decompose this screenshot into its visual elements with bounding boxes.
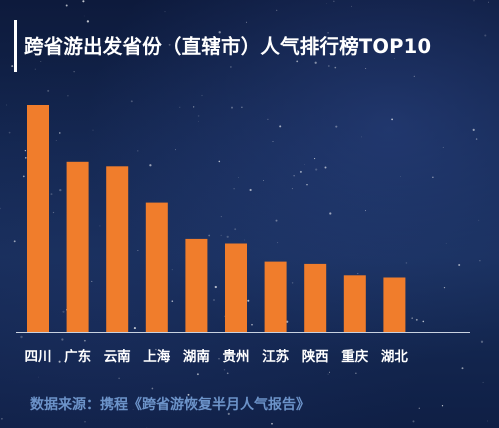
bars-group (27, 105, 406, 333)
bar-6 (225, 243, 247, 332)
x-tick-label-4: 上海 (143, 348, 170, 365)
data-source-note: 数据来源：携程《跨省游恢复半月人气报告》 (30, 397, 310, 413)
x-tick-label-7: 江苏 (262, 348, 289, 365)
bar-10 (383, 277, 406, 332)
title-accent-bar (14, 20, 17, 72)
bar-7 (264, 261, 287, 332)
x-tick-label-9: 重庆 (341, 348, 368, 365)
x-tick-labels: 四川 广东 云南 上海 湖南 贵州 江苏 陕西 重庆 湖北 (25, 348, 409, 365)
bar-5 (185, 238, 208, 332)
x-tick-label-1: 四川 (25, 349, 52, 365)
bar-3 (106, 166, 129, 332)
x-tick-label-2: 广东 (64, 348, 91, 365)
x-tick-label-8: 陕西 (302, 348, 329, 365)
x-tick-label-3: 云南 (104, 348, 131, 365)
chart-title: 跨省游出发省份（直辖市）人气排行榜TOP10 (24, 35, 432, 58)
x-tick-label-10: 湖北 (381, 349, 408, 365)
bar-8 (304, 263, 327, 332)
bar-2 (66, 161, 89, 333)
bar-1 (27, 105, 49, 332)
x-tick-label-5: 湖南 (183, 348, 210, 365)
bar-4 (145, 202, 168, 332)
bar-9 (343, 275, 366, 333)
x-tick-label-6: 贵州 (223, 348, 250, 365)
